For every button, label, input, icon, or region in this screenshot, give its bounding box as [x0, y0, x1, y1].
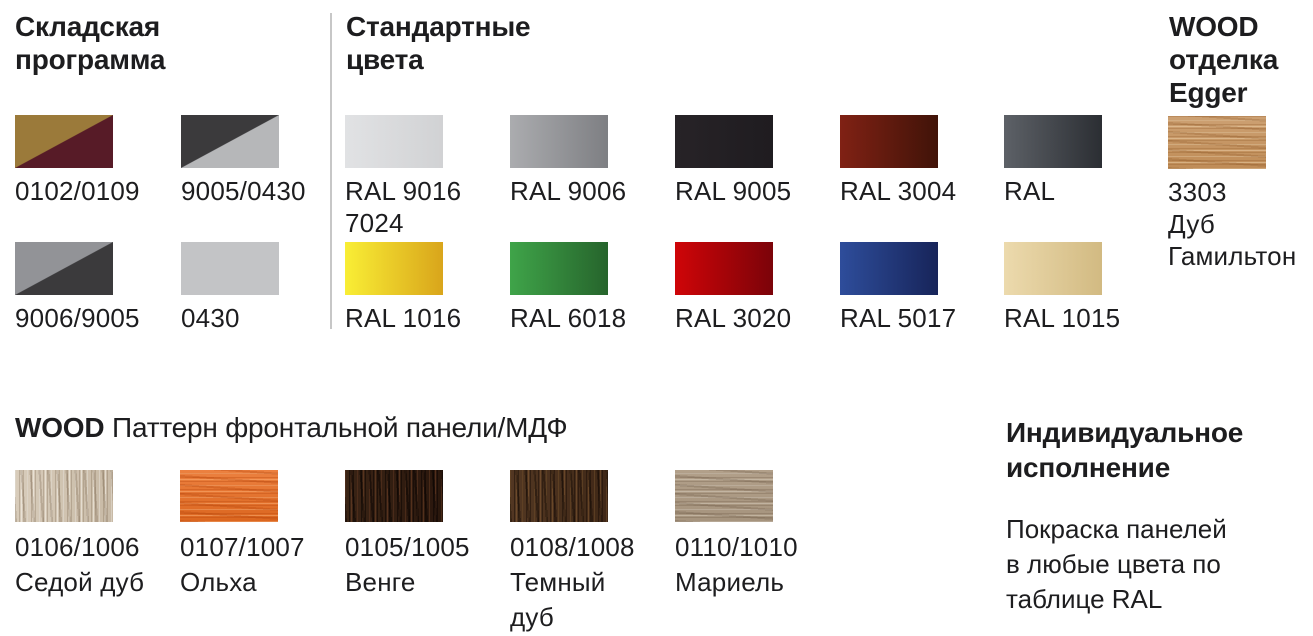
swatch-ral-6018: [510, 242, 608, 295]
swatch-cell-ral-9006: RAL 9006: [510, 115, 672, 207]
custom-execution-text: Покраска панелей в любые цвета по таблиц…: [1006, 512, 1296, 617]
swatch-cell-ral-9016: RAL 9016 7024: [345, 115, 507, 239]
swatch-label: RAL 1015: [1004, 303, 1121, 333]
swatch-ral-7024: [1004, 115, 1102, 168]
swatch-9006-9005: [15, 242, 113, 295]
swatch-0105-1005-wenge: [345, 470, 443, 522]
swatch-ral-3020: [675, 242, 773, 295]
heading-line: Индивидуальное: [1006, 417, 1244, 448]
swatch-egger-3303-oak-hamilton: [1168, 116, 1266, 169]
swatch-label: RAL 6018: [510, 303, 627, 333]
swatch-0106-1006-gray-oak: [15, 470, 113, 522]
swatch-0430: [181, 242, 279, 295]
swatch-cell-0105-1005: 0105/1005 Венге: [345, 470, 507, 600]
swatch-ral-3004: [840, 115, 938, 168]
custom-execution-heading: Индивидуальное исполнение: [1006, 415, 1243, 485]
swatch-label: RAL 9005: [675, 176, 792, 206]
swatch-cell-ral-7024: RAL: [1004, 115, 1166, 207]
swatch-label: RAL 9006: [510, 176, 627, 206]
swatch-cell-ral-3020: RAL 3020: [675, 242, 837, 334]
swatch-0108-1008-dark-oak: [510, 470, 608, 522]
swatch-label: 0105/1005 Венге: [345, 532, 470, 597]
swatch-cell-0106-1006: 0106/1006 Седой дуб: [15, 470, 177, 600]
swatch-label: 3303 Дуб Гамильтон: [1168, 177, 1297, 271]
swatch-cell-ral-9005: RAL 9005: [675, 115, 837, 207]
swatch-label: RAL 1016: [345, 303, 462, 333]
swatch-label: 0106/1006 Седой дуб: [15, 532, 145, 597]
swatch-9005-0430: [181, 115, 279, 168]
swatch-ral-1015: [1004, 242, 1102, 295]
body-line: таблице RAL: [1006, 584, 1163, 614]
heading-line: отделка: [1169, 44, 1279, 75]
heading-line: Складская: [15, 11, 161, 42]
swatch-ral-9005: [675, 115, 773, 168]
swatch-label: RAL 9016 7024: [345, 176, 462, 238]
swatch-label: 0102/0109: [15, 176, 140, 206]
standard-colors-heading: Стандартные цвета: [346, 10, 531, 76]
swatch-label: 0107/1007 Ольха: [180, 532, 305, 597]
heading-line: программа: [15, 44, 166, 75]
swatch-cell-0108-1008: 0108/1008 Темный дуб: [510, 470, 672, 635]
swatch-cell-ral-6018: RAL 6018: [510, 242, 672, 334]
swatch-label: 0110/1010 Мариель: [675, 532, 798, 597]
swatch-cell-0430: 0430: [181, 242, 343, 334]
swatch-label: RAL 5017: [840, 303, 957, 333]
swatch-cell-0102-0109: 0102/0109: [15, 115, 177, 207]
swatch-0102-0109: [15, 115, 113, 168]
swatch-cell-0107-1007: 0107/1007 Ольха: [180, 470, 342, 600]
swatch-cell-9006-9005: 9006/9005: [15, 242, 177, 334]
swatch-ral-9006: [510, 115, 608, 168]
heading-line: цвета: [346, 44, 424, 75]
heading-regular-part: Паттерн фронтальной панели/МДФ: [112, 412, 568, 443]
section-divider: [330, 13, 332, 329]
swatch-ral-5017: [840, 242, 938, 295]
wood-egger-heading: WOOD отделка Egger: [1169, 10, 1278, 109]
swatch-cell-ral-3004: RAL 3004: [840, 115, 1002, 207]
wood-mdf-heading: WOOD Паттерн фронтальной панели/МДФ: [15, 411, 568, 444]
swatch-ral-9016: [345, 115, 443, 168]
swatch-0107-1007-alder: [180, 470, 278, 522]
swatch-label: RAL 3020: [675, 303, 792, 333]
heading-line: исполнение: [1006, 452, 1171, 483]
swatch-cell-ral-5017: RAL 5017: [840, 242, 1002, 334]
swatch-cell-9005-0430: 9005/0430: [181, 115, 343, 207]
swatch-label: 0108/1008 Темный дуб: [510, 532, 635, 632]
swatch-cell-egger-3303: 3303 Дуб Гамильтон: [1168, 116, 1313, 272]
heading-bold-part: WOOD: [15, 412, 105, 443]
swatch-label: RAL 3004: [840, 176, 957, 206]
swatch-label: 9006/9005: [15, 303, 140, 333]
swatch-label: RAL: [1004, 176, 1056, 206]
swatch-label: 0430: [181, 303, 240, 333]
heading-line: Стандартные: [346, 11, 531, 42]
body-line: Покраска панелей: [1006, 514, 1227, 544]
swatch-label: 9005/0430: [181, 176, 306, 206]
swatch-0110-1010-mariel: [675, 470, 773, 522]
stock-program-heading: Складская программа: [15, 10, 165, 76]
heading-line: WOOD: [1169, 11, 1259, 42]
swatch-cell-0110-1010: 0110/1010 Мариель: [675, 470, 837, 600]
heading-line: Egger: [1169, 77, 1248, 108]
swatch-cell-ral-1015: RAL 1015: [1004, 242, 1166, 334]
swatch-ral-1016: [345, 242, 443, 295]
swatch-cell-ral-1016: RAL 1016: [345, 242, 507, 334]
body-line: в любые цвета по: [1006, 549, 1221, 579]
